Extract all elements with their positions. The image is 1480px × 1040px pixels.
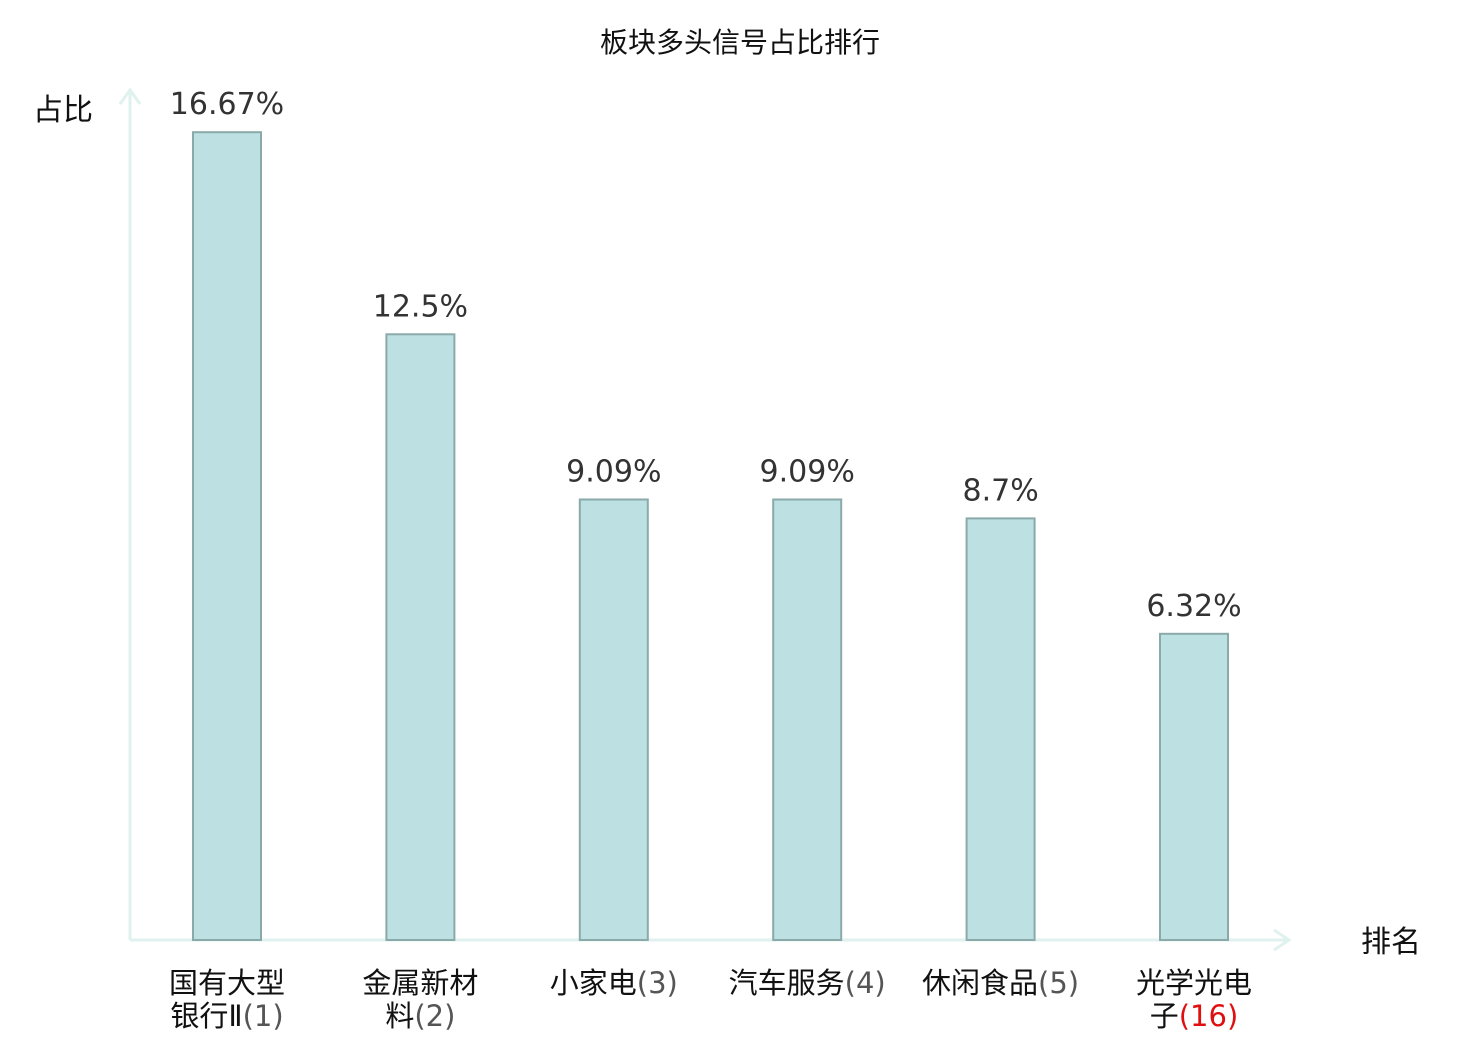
category-name: 国有大型 xyxy=(169,966,285,1000)
category-name: 汽车服务 xyxy=(729,966,845,1000)
category-label: 汽车服务(4) xyxy=(729,966,886,1000)
category-name: 料 xyxy=(385,999,414,1033)
category-label: 国有大型 xyxy=(169,966,285,1000)
category-label: 料(2) xyxy=(385,999,455,1033)
bar xyxy=(965,517,1036,942)
category-name: 银行Ⅱ xyxy=(170,999,242,1033)
x-axis-label: 排名 xyxy=(1361,925,1421,960)
bar xyxy=(578,498,649,941)
x-axis: 排名 xyxy=(130,925,1421,960)
category-rank: (5) xyxy=(1038,966,1079,1000)
category-name: 子 xyxy=(1150,999,1179,1033)
y-axis: 占比 xyxy=(33,87,142,940)
y-axis-arrow xyxy=(118,87,142,105)
y-axis-label: 占比 xyxy=(33,93,93,128)
bar xyxy=(192,131,262,941)
category-rank: (1) xyxy=(243,999,284,1033)
category-label: 小家电(3) xyxy=(550,966,678,1000)
category-label: 金属新材 xyxy=(362,966,478,1000)
x-axis-arrow xyxy=(1273,928,1292,952)
category-name: 金属新材 xyxy=(362,966,478,1000)
category-rank: (3) xyxy=(637,966,678,1000)
category-label: 银行Ⅱ(1) xyxy=(170,999,283,1033)
category-name: 小家电 xyxy=(550,966,637,1000)
value-label: 12.5% xyxy=(373,289,468,324)
bars-group xyxy=(192,131,1229,942)
bar xyxy=(385,333,456,941)
value-label: 9.09% xyxy=(760,455,855,490)
value-label: 16.67% xyxy=(170,87,284,122)
category-rank: (16) xyxy=(1179,999,1239,1033)
category-name: 休闲食品 xyxy=(922,966,1038,1000)
category-label: 子(16) xyxy=(1150,999,1239,1033)
category-label: 光学光电 xyxy=(1136,966,1252,1000)
category-rank: (2) xyxy=(414,999,455,1033)
category-name: 光学光电 xyxy=(1136,966,1252,1000)
value-label: 6.32% xyxy=(1146,589,1241,624)
value-label: 8.7% xyxy=(962,473,1038,508)
bar xyxy=(1159,632,1229,941)
bar xyxy=(772,498,843,941)
value-labels-group: 16.67% 12.5% 9.09% 9.09% 8.7% 6.32% xyxy=(170,87,1242,624)
value-label: 9.09% xyxy=(566,455,661,490)
category-label: 休闲食品(5) xyxy=(922,966,1079,1000)
chart-title: 板块多头信号占比排行 xyxy=(600,26,880,59)
category-rank: (4) xyxy=(845,966,886,1000)
